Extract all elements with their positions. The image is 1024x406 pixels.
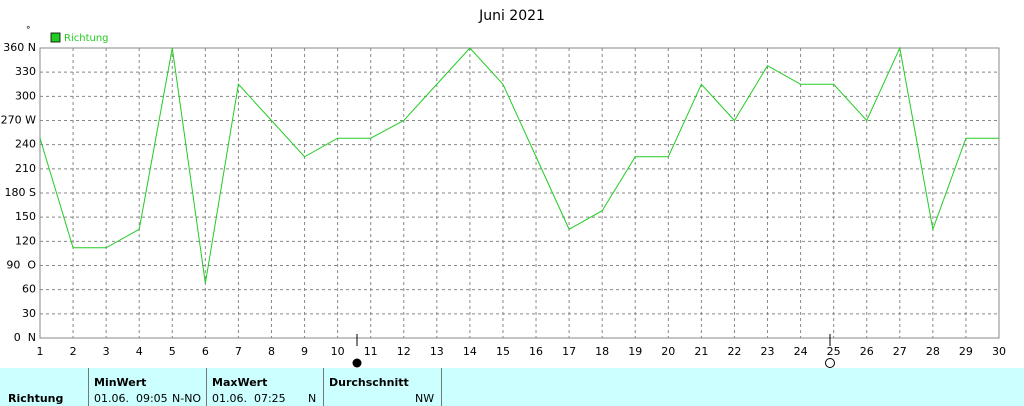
x-tick-label: 20 [661,345,675,358]
x-tick-label: 13 [430,345,444,358]
x-tick-label: 28 [926,345,940,358]
time: 01.06. 09:05 [94,392,168,405]
x-tick-label: 18 [595,345,609,358]
y-tick-label: 360 N [3,41,36,54]
separator [88,368,89,406]
separator [441,368,442,406]
column-header: MinWert [94,376,147,389]
time: 01.06. 07:25 [212,392,286,405]
y-tick-label: 30 [22,307,36,320]
x-tick-label: 1 [37,345,44,358]
x-tick-label: 3 [103,345,110,358]
y-tick-label: 150 [15,210,36,223]
y-tick-label: 240 [15,138,36,151]
x-tick-label: 19 [628,345,642,358]
column-header: MaxWert [212,376,268,389]
x-tick-label: 16 [529,345,543,358]
x-tick-label: 5 [169,345,176,358]
y-tick-label: 60 [22,283,36,296]
x-tick-label: 17 [562,345,576,358]
x-tick-label: 10 [331,345,345,358]
x-tick-label: 2 [70,345,77,358]
x-tick-label: 11 [364,345,378,358]
x-tick-label: 9 [301,345,308,358]
x-tick-label: 4 [136,345,143,358]
y-tick-label: 120 [15,234,36,247]
unit: ° [26,26,31,36]
x-tick-label: 15 [496,345,510,358]
value: N [308,392,317,405]
x-tick-label: 27 [893,345,907,358]
value: N-NO [172,392,202,405]
x-tick-label: 23 [761,345,775,358]
plot-frame [39,47,1000,339]
y-tick-label: 90 O [6,259,36,272]
x-tick-label: 26 [860,345,874,358]
y-tick-label: 270 W [1,114,36,127]
row-label: Richtung [8,392,64,405]
chart-title: Juni 2021 [478,8,545,24]
x-tick-label: 29 [959,345,973,358]
separator [206,368,207,406]
x-tick-label: 24 [794,345,808,358]
x-tick-label: 12 [397,345,411,358]
y-tick-label: 330 [15,65,36,78]
new-moon-icon [825,358,835,368]
y-tick-label: 0 N [14,331,36,344]
x-tick-label: 25 [827,345,841,358]
y-tick-label: 180 S [5,186,36,199]
value: NW [415,392,435,405]
summary-table: Richtung MinWert 01.06. 09:05 N-NO MaxWe… [0,368,1024,406]
legend-swatch [50,32,61,43]
separator [323,368,324,406]
x-tick-label: 30 [992,345,1006,358]
x-tick-label: 8 [268,345,275,358]
x-tick-label: 6 [202,345,209,358]
x-tick-label: 7 [235,345,242,358]
full-moon-icon [352,358,362,368]
x-tick-label: 22 [727,345,741,358]
legend-label: Richtung [64,33,109,44]
y-tick-label: 300 [15,89,36,102]
column-header: Durchschnitt [329,376,409,389]
x-tick-label: 21 [694,345,708,358]
data-line [39,46,999,284]
x-tick-label: 14 [463,345,477,358]
y-tick-label: 210 [15,162,36,175]
